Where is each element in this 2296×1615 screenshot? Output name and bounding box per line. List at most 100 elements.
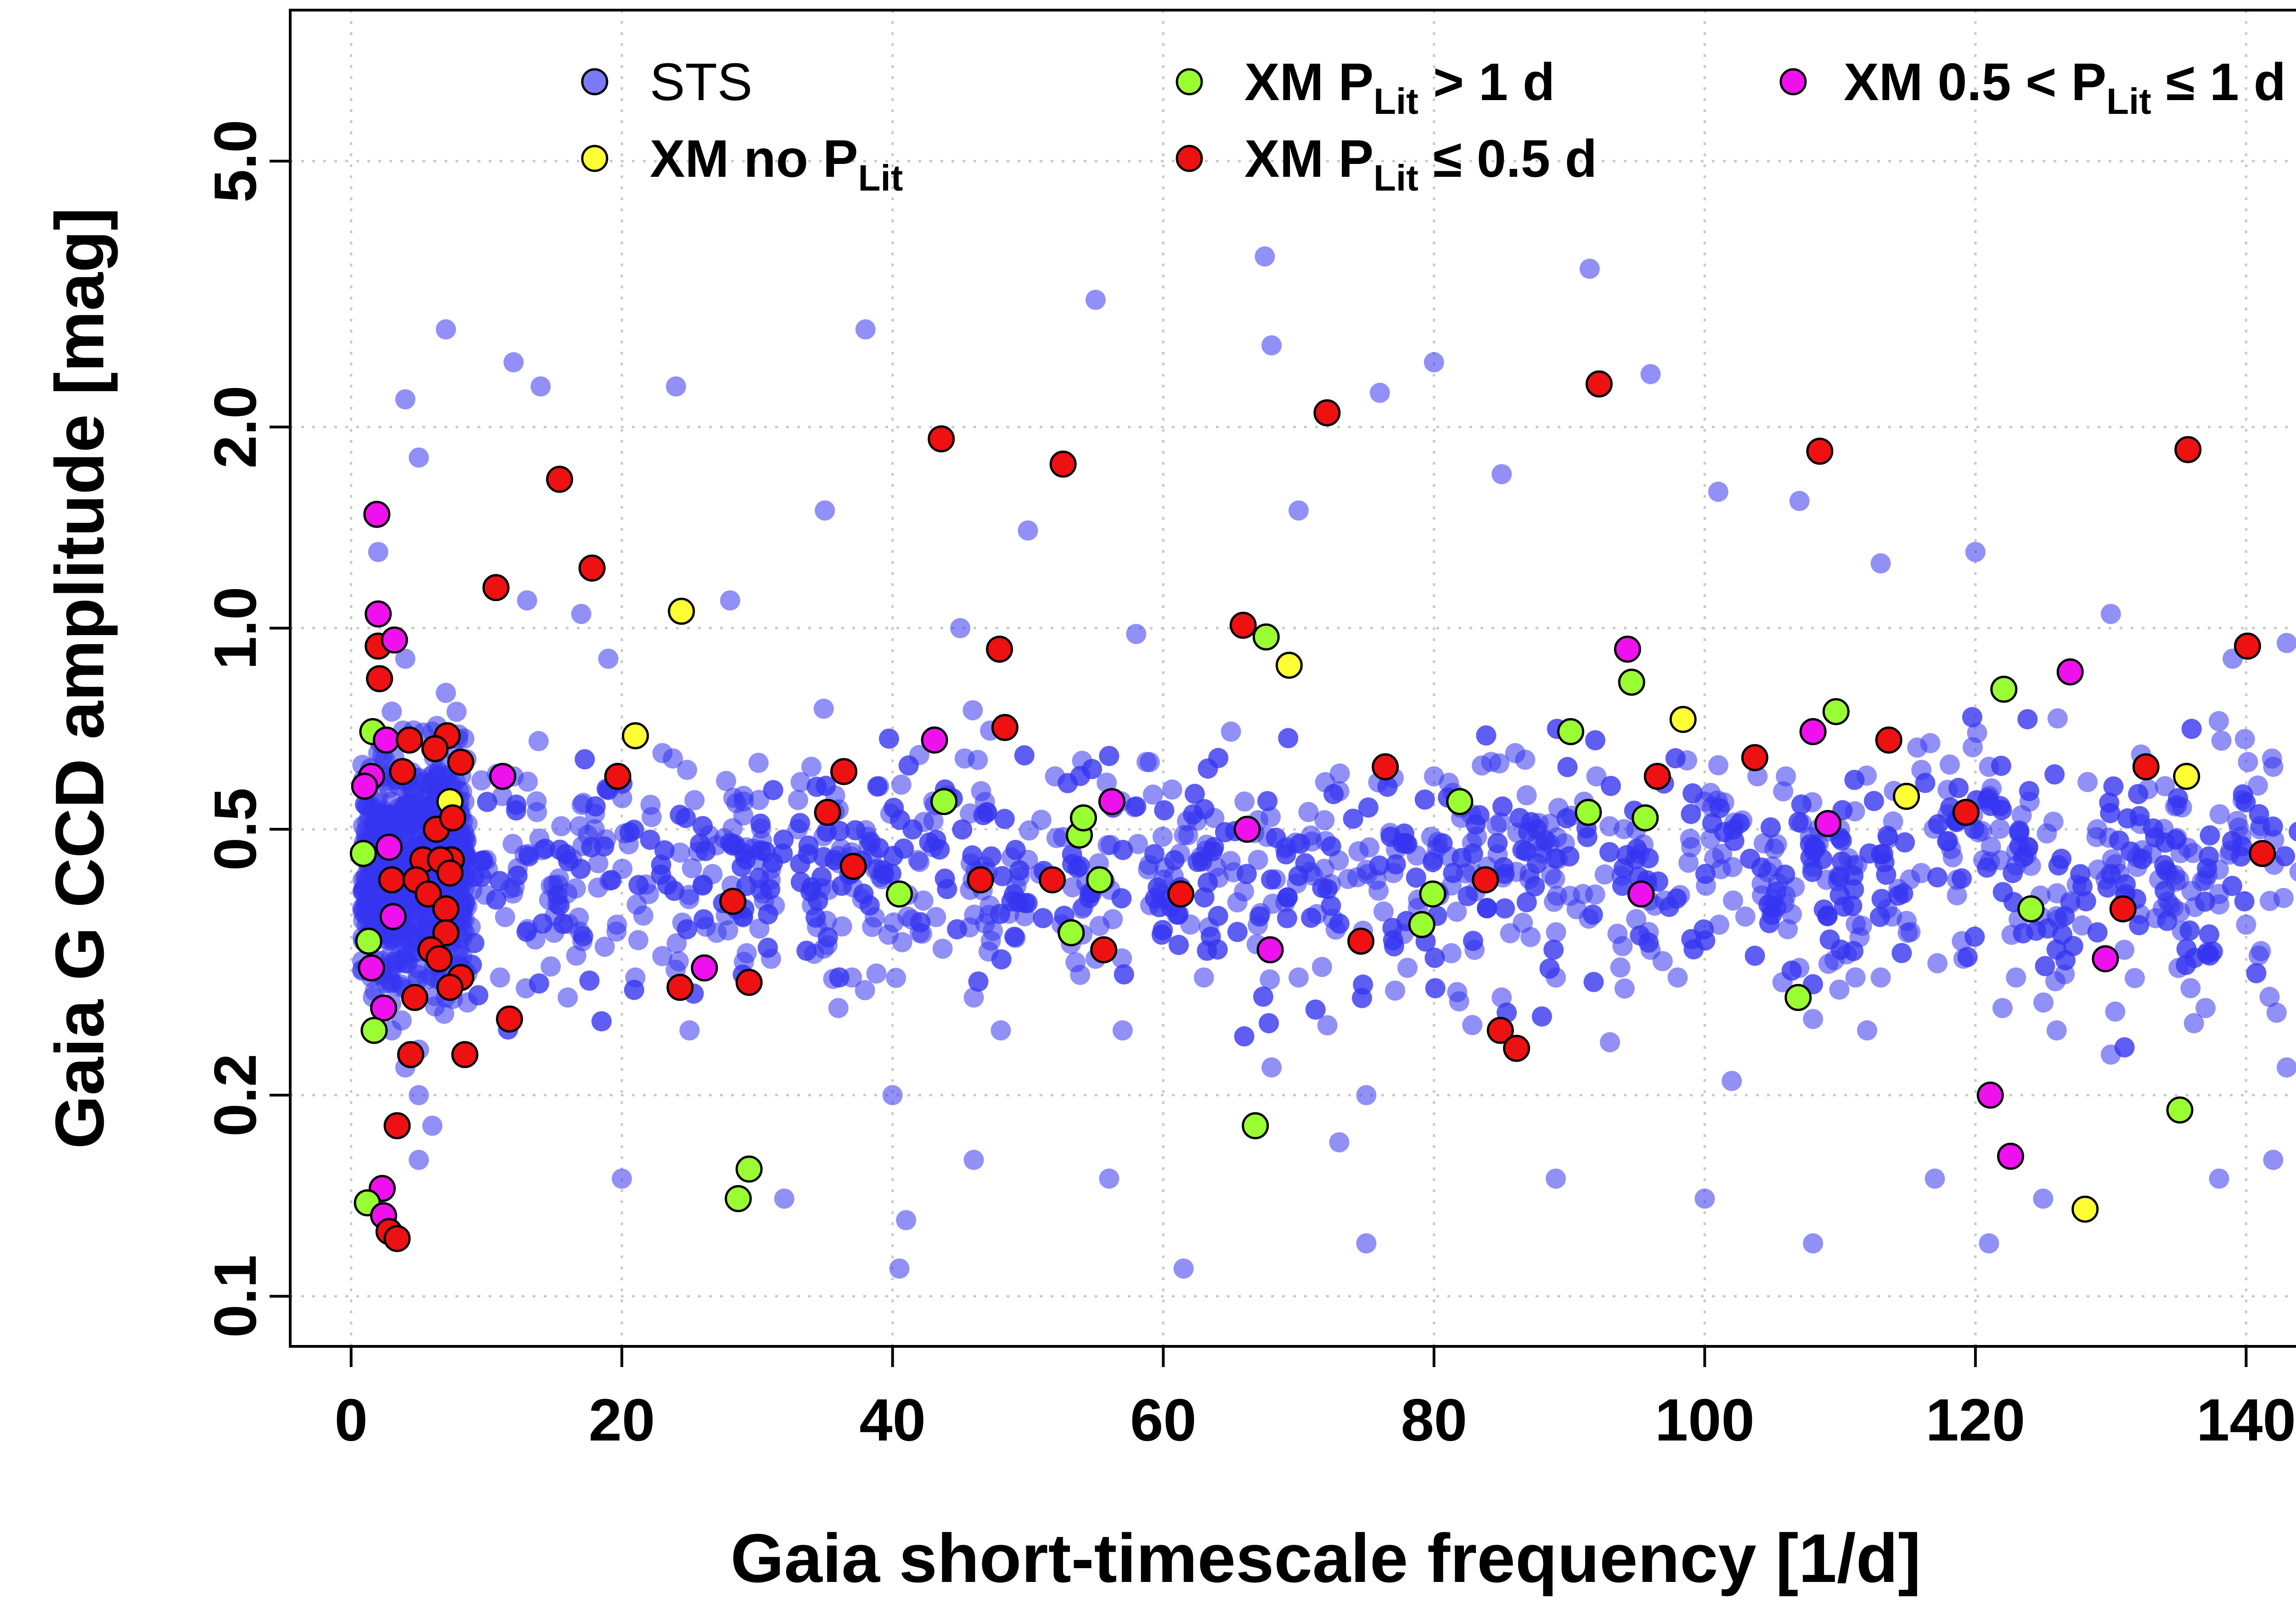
sts-point <box>1193 967 1214 988</box>
sts-point <box>2129 915 2150 935</box>
sts-point <box>1018 520 1038 541</box>
sts-point <box>2047 708 2068 729</box>
sts-point <box>2195 998 2216 1019</box>
sts-point <box>1992 799 2012 820</box>
sts-point <box>2183 1013 2204 1034</box>
sts-point <box>1952 868 1972 889</box>
sts-point <box>2046 1020 2067 1041</box>
sts-point <box>1753 833 1774 854</box>
xm-point-plit-gt1 <box>1408 911 1435 938</box>
sts-point <box>866 963 887 984</box>
sts-point <box>2037 918 2058 939</box>
sts-point <box>1495 898 1515 919</box>
sts-point <box>758 904 778 925</box>
xm-point-plit-le05 <box>1585 370 1613 398</box>
xm-point-plit-le05 <box>928 425 955 453</box>
sts-point <box>2247 775 2268 796</box>
sts-point <box>1512 840 1533 860</box>
sts-point <box>1443 863 1463 883</box>
sts-point <box>2044 764 2065 785</box>
xm-point-plit-le05 <box>986 636 1013 663</box>
xm-point-plit-le05 <box>421 735 449 762</box>
sts-point <box>588 853 608 873</box>
sts-point <box>569 816 590 837</box>
x-axis: 0 20 40 60 80 100 120 140 <box>334 1346 2296 1453</box>
sts-point <box>2236 914 2257 935</box>
sts-point <box>1829 979 1850 1000</box>
sts-point <box>816 822 837 842</box>
sts-point <box>1927 867 1947 888</box>
sts-point <box>383 951 404 972</box>
sts-point <box>551 816 572 837</box>
sts-point <box>828 998 849 1019</box>
sts-point <box>2105 1001 2126 1022</box>
sts-point <box>1136 752 1157 772</box>
sts-point <box>1845 967 1866 988</box>
sts-point <box>628 875 649 895</box>
sts-point <box>2288 822 2296 842</box>
sts-point <box>1545 848 1566 869</box>
sts-point <box>796 940 817 961</box>
sts-point <box>1683 783 1703 804</box>
sts-point <box>1070 965 1091 985</box>
xm-point-plit-le05 <box>378 866 405 894</box>
sts-point <box>718 920 738 941</box>
sts-point <box>2009 820 2030 841</box>
sts-point <box>1266 827 1286 848</box>
sts-point <box>601 870 622 890</box>
sts-point <box>1261 869 1282 890</box>
sts-point <box>1803 1233 1823 1254</box>
sts-point <box>2235 792 2256 813</box>
sts-point <box>1681 804 1701 824</box>
y-tick-label: 0.2 <box>202 1054 269 1137</box>
x-tick-label: 80 <box>1401 1386 1468 1453</box>
xm-point-plit-mid <box>691 954 718 982</box>
sts-point <box>422 1115 443 1136</box>
xm-point-plit-le05 <box>366 665 393 692</box>
sts-point <box>980 930 1001 951</box>
legend-marker-sts <box>581 68 608 96</box>
sts-point <box>1069 856 1090 877</box>
xm-point-plit-gt1 <box>2166 1096 2194 1124</box>
sts-point <box>489 871 510 891</box>
sts-point <box>1515 749 1536 770</box>
sts-point <box>1289 967 1309 988</box>
sts-point <box>2263 1149 2284 1170</box>
sts-point <box>2195 891 2215 912</box>
xm-point-plit-le05 <box>447 748 474 776</box>
xm-point-plit-le05 <box>604 763 631 790</box>
xm-point-plit-le05 <box>2132 753 2160 781</box>
sts-point <box>468 985 489 1006</box>
legend-label-plit-gt1: XM PLit > 1 d <box>1244 53 1555 122</box>
sts-point <box>2157 911 2178 931</box>
xm-point-plit-gt1 <box>349 840 377 867</box>
sts-point <box>1976 857 1997 878</box>
sts-point <box>1248 850 1268 870</box>
sts-point <box>760 879 781 900</box>
sts-point <box>2013 923 2033 944</box>
sts-point <box>1708 755 1728 776</box>
legend-item-plit-le05: XM PLit ≤ 0.5 d <box>1176 129 1597 198</box>
sts-point <box>808 890 828 911</box>
sts-point <box>677 919 697 940</box>
sts-point <box>1665 748 1686 769</box>
xm-point-plit-le05 <box>432 895 460 923</box>
xm-point-plit-mid <box>1799 718 1827 745</box>
sts-point <box>1277 887 1298 908</box>
y-axis-title: Gaia G CCD amplitude [mag] <box>41 208 118 1149</box>
sts-point <box>2011 805 2032 826</box>
sts-point <box>2077 772 2098 793</box>
sts-point <box>1089 916 1110 936</box>
xm-point-plit-le05 <box>719 888 747 915</box>
sts-point <box>1491 464 1512 484</box>
xm-point-plit-gt1 <box>886 880 913 908</box>
sts-point <box>1198 872 1218 893</box>
legend-item-plit-gt1: XM PLit > 1 d <box>1176 53 1555 122</box>
sts-point <box>1385 980 1406 1001</box>
xm-point-plit-mid <box>381 626 408 654</box>
sts-point <box>1891 943 1912 963</box>
sts-point <box>1276 844 1296 865</box>
xm-point-plit-le05 <box>1313 399 1341 427</box>
sts-point <box>720 590 740 611</box>
sts-point <box>528 731 549 751</box>
